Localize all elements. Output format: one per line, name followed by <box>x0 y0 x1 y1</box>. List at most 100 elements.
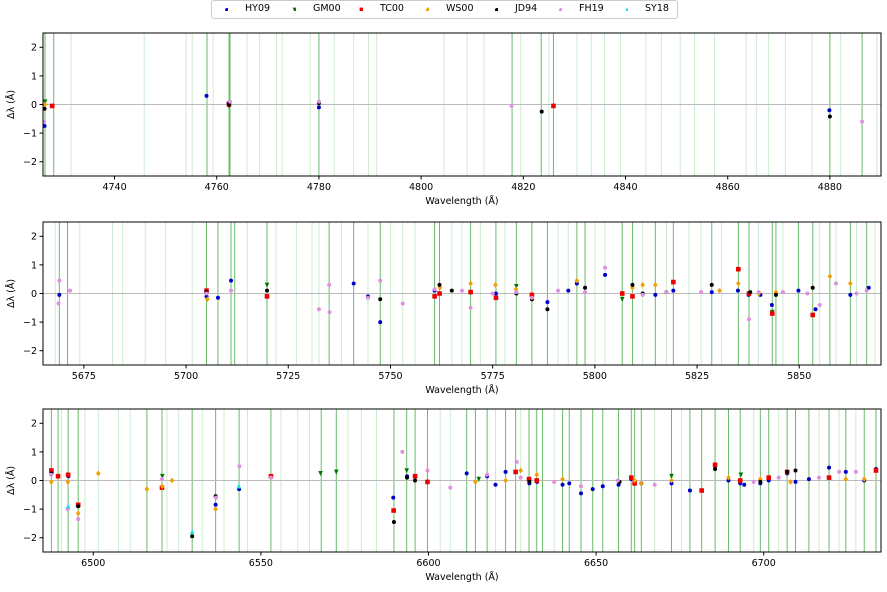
point-HY09 <box>687 488 692 493</box>
point-TC00 <box>534 478 540 483</box>
point-GM00 <box>738 472 744 478</box>
point-FH19 <box>776 475 781 480</box>
x-tick-label: 6500 <box>81 558 105 569</box>
point-GM00 <box>264 282 270 288</box>
point-GM00 <box>334 469 339 475</box>
legend-label: JD94 <box>515 3 538 14</box>
point-HY09 <box>57 292 62 297</box>
point-TC00 <box>391 508 396 513</box>
point-JD94 <box>709 282 714 287</box>
point-HY09 <box>742 482 747 487</box>
x-tick-label: 4780 <box>307 182 331 193</box>
point-WS00 <box>96 470 101 477</box>
point-FH19 <box>485 472 490 477</box>
x-tick-label: 4760 <box>205 182 229 193</box>
x-tick-label: 4740 <box>102 182 126 193</box>
legend-marker-gm00 <box>292 7 296 11</box>
legend-label: GM00 <box>313 3 341 14</box>
x-tick-label: 5825 <box>685 371 709 382</box>
point-TC00 <box>412 473 418 479</box>
point-FH19 <box>460 288 464 293</box>
point-TC00 <box>737 478 743 483</box>
point-WS00 <box>144 486 150 492</box>
point-TC00 <box>826 475 832 480</box>
point-FH19 <box>756 290 761 295</box>
point-HY09 <box>351 281 356 286</box>
point-FH19 <box>316 99 321 104</box>
point-HY09 <box>229 278 234 283</box>
legend: HY09 GM00 TC00 WS00 JD94 FH19 SY18 <box>211 0 678 19</box>
x-tick-label: 4820 <box>511 182 535 193</box>
point-JD94 <box>43 106 47 111</box>
y-tick-label: 0 <box>31 476 37 487</box>
point-FH19 <box>583 290 588 295</box>
point-WS00 <box>518 467 523 474</box>
point-FH19 <box>327 310 332 315</box>
legend-marker-shape <box>495 8 498 11</box>
point-FH19 <box>490 291 495 296</box>
point-FH19 <box>834 281 839 286</box>
point-WS00 <box>43 101 48 108</box>
x-tick-label: 5850 <box>787 371 811 382</box>
point-JD94 <box>827 114 832 119</box>
point-FH19 <box>378 278 383 283</box>
point-HY09 <box>578 491 583 496</box>
point-FH19 <box>529 295 534 300</box>
point-HY09 <box>827 465 832 470</box>
legend-marker-shape <box>225 8 228 11</box>
x-tick-label: 5675 <box>72 371 96 382</box>
point-HY09 <box>316 105 321 110</box>
y-tick-label: 1 <box>31 447 37 458</box>
point-HY09 <box>769 302 774 307</box>
point-WS00 <box>717 287 722 294</box>
point-HY09 <box>493 482 498 487</box>
point-FH19 <box>514 459 519 464</box>
point-FH19 <box>432 287 437 292</box>
point-TC00 <box>619 291 625 296</box>
point-WS00 <box>534 471 540 478</box>
legend-label: HY09 <box>245 3 271 14</box>
point-FH19 <box>468 305 473 310</box>
x-tick-label: 5725 <box>276 371 300 382</box>
legend-label: WS00 <box>446 3 474 14</box>
x-tick-label: 5700 <box>174 371 198 382</box>
point-FH19 <box>425 468 430 473</box>
x-tick-label: 6600 <box>416 558 440 569</box>
point-HY09 <box>378 320 383 325</box>
x-tick-label: 5750 <box>378 371 402 382</box>
legend-marker-shape <box>359 7 363 11</box>
point-JD94 <box>758 479 763 484</box>
point-FH19 <box>864 288 869 293</box>
point-TC00 <box>49 103 55 109</box>
point-WS00 <box>788 479 793 485</box>
y-tick-label: −2 <box>23 157 37 168</box>
point-FH19 <box>699 290 704 295</box>
point-JD94 <box>630 282 635 287</box>
point-FH19 <box>327 282 332 287</box>
plot-area <box>43 33 881 176</box>
point-HY09 <box>793 479 798 484</box>
point-GM00 <box>669 473 674 480</box>
point-FH19 <box>228 99 233 104</box>
point-FH19 <box>751 479 756 484</box>
point-FH19 <box>837 469 842 474</box>
point-JD94 <box>545 307 550 312</box>
point-WS00 <box>848 280 853 287</box>
point-JD94 <box>810 285 815 290</box>
y-axis-label: Δλ (Å) <box>5 279 17 308</box>
point-HY09 <box>848 292 853 297</box>
point-HY09 <box>796 288 801 293</box>
point-TC00 <box>769 311 775 316</box>
point-WS00 <box>736 280 741 287</box>
y-tick-label: −2 <box>23 346 37 357</box>
point-HY09 <box>464 471 469 476</box>
point-FH19 <box>365 295 370 300</box>
point-FH19 <box>664 290 669 295</box>
point-JD94 <box>583 285 588 290</box>
point-JD94 <box>785 469 790 474</box>
legend-label: TC00 <box>380 3 404 14</box>
point-HY09 <box>843 469 848 474</box>
point-TC00 <box>264 294 270 299</box>
point-FH19 <box>860 119 865 124</box>
